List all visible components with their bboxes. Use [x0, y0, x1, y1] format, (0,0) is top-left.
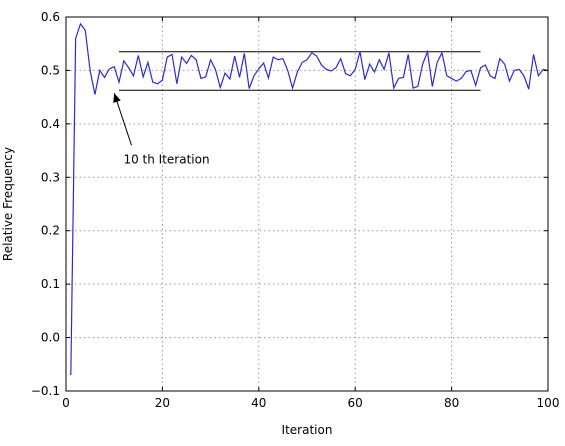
x-tick-label: 0	[62, 396, 70, 410]
y-axis-label: Relative Frequency	[1, 147, 15, 261]
grid	[65, 16, 549, 392]
y-tick-label: 0.2	[41, 224, 60, 238]
y-tick-label: 0.6	[41, 10, 60, 24]
x-tick-label: 60	[348, 396, 363, 410]
series-layer	[70, 22, 549, 375]
series-line	[70, 22, 549, 375]
x-tick-label: 20	[155, 396, 170, 410]
y-tick-label: 0.0	[41, 331, 60, 345]
x-axis-label: Iteration	[282, 423, 333, 437]
annotation-label: 10 th Iteration	[123, 152, 209, 166]
y-tick-label: 0.1	[41, 277, 60, 291]
y-tick-label: 0.3	[41, 170, 60, 184]
reference-lines	[119, 51, 481, 91]
annotation-layer	[113, 93, 132, 146]
y-tick-label: 0.4	[41, 117, 60, 131]
ticks: 0 20 40 60 80 100 −0.1 0.0 0.1 0.2 0.3 0.4 0.5 0.6	[31, 10, 560, 410]
plot-frame	[65, 16, 549, 392]
x-tick-label: 40	[251, 396, 266, 410]
annotation-arrow	[113, 93, 132, 146]
y-tick-label: −0.1	[31, 384, 60, 398]
y-tick-label: 0.5	[41, 63, 60, 77]
x-tick-label: 100	[537, 396, 560, 410]
x-tick-label: 80	[444, 396, 459, 410]
